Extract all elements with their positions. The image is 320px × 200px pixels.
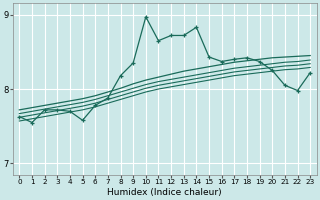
X-axis label: Humidex (Indice chaleur): Humidex (Indice chaleur) bbox=[108, 188, 222, 197]
